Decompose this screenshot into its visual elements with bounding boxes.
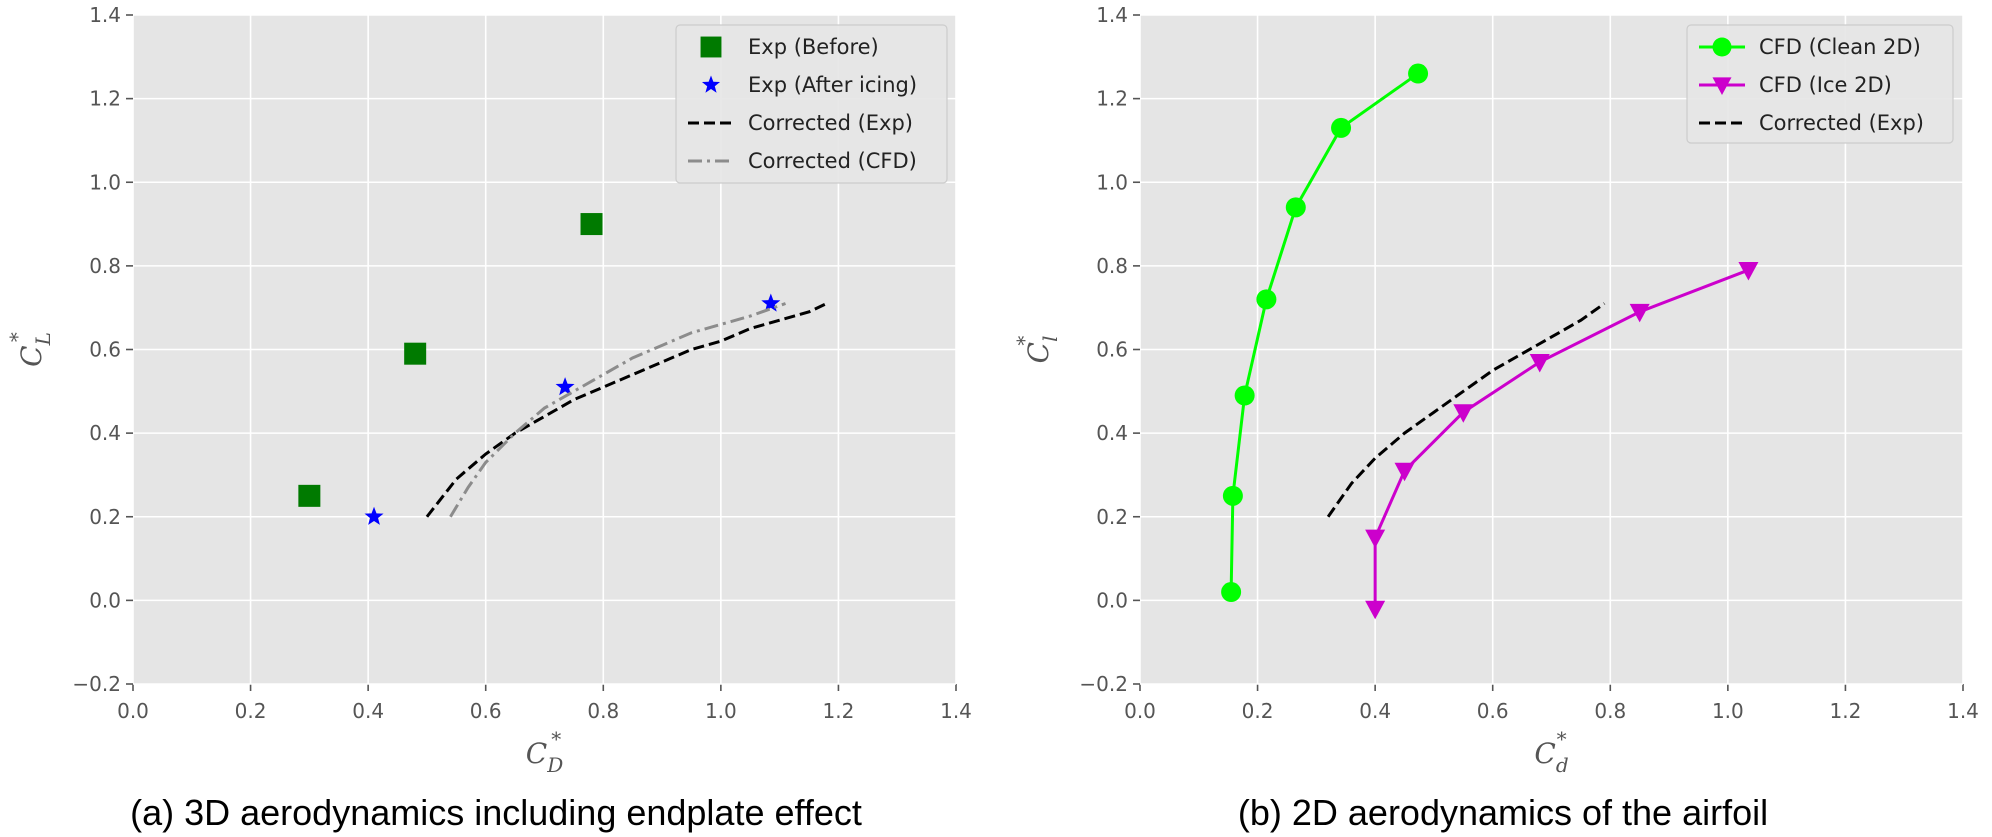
series-cfd-clean-2d-point [1331, 117, 1352, 138]
x-tick-label: 0.4 [1359, 699, 1391, 723]
y-tick-label: −0.2 [72, 672, 121, 696]
y-tick-label: 1.0 [89, 170, 121, 194]
x-tick-label: 0.0 [1124, 699, 1156, 723]
x-tick-label: 1.2 [1830, 699, 1862, 723]
x-tick-label: 1.0 [705, 699, 737, 723]
legend: Exp (Before) Exp (After icing) Corrected (… [675, 24, 948, 184]
series-cfd-ice-2d-point [1365, 600, 1386, 620]
y-axis-label-main: C [15, 345, 48, 366]
series-exp-before-point [404, 342, 427, 365]
y-axis-label-sub: l [1038, 336, 1062, 342]
x-axis-label-sup: * [1557, 727, 1567, 751]
series-cfd-clean-2d-point [1285, 197, 1306, 218]
x-tick-label: 1.2 [823, 699, 855, 723]
series-cfd-ice-2d-point [1394, 462, 1415, 482]
series-exp-before-point [580, 213, 603, 236]
x-tick-label: 0.8 [1594, 699, 1626, 723]
x-axis-label-sub: d [1556, 753, 1569, 777]
legend-marker [701, 75, 721, 93]
series-layer [298, 213, 828, 525]
series-cfd-clean-2d-point [1221, 582, 1242, 603]
y-tick-label: 0.8 [89, 254, 121, 278]
series-cfd-ice-2d-point [1529, 354, 1550, 373]
legend-label: Corrected (Exp) [1759, 111, 1924, 135]
y-tick-label: 0.6 [89, 338, 121, 362]
series-cfd-ice-2d-point [1629, 303, 1650, 323]
figure-caption: (a) 3D aerodynamics including endplate e… [130, 792, 862, 833]
chart-panel-a: 0.0 0.2 0.4 0.6 0.8 1.0 1.2 1.4 −0.2 0.0 0.2 0.4 0.6… [5, 3, 972, 833]
y-tick-label: 0.6 [1096, 338, 1128, 362]
x-tick-label: 0.6 [470, 699, 502, 723]
series-cfd-ice-2d-point [1365, 529, 1386, 549]
legend-label: Corrected (CFD) [748, 149, 917, 173]
y-axis-label-main: C [1022, 342, 1055, 363]
legend-frame [1686, 24, 1954, 144]
series-exp-after-icing-point [364, 506, 384, 525]
series-exp-after-icing-point [555, 377, 575, 396]
x-tick-label: 0.6 [1477, 699, 1509, 723]
y-tick-label: 1.4 [1096, 3, 1128, 27]
y-tick-label: 0.4 [89, 421, 121, 445]
legend-label: CFD (Clean 2D) [1759, 35, 1921, 59]
x-tick-label: 1.4 [1947, 699, 1979, 723]
series-exp-after-icing-point [761, 293, 781, 312]
x-axis-label-sup: * [551, 727, 561, 751]
y-tick-label: 0.8 [1096, 254, 1128, 278]
chart-panel-b: 0.0 0.2 0.4 0.6 0.8 1.0 1.2 1.4 −0.2 0.0 0.2 0.4 0.6… [1012, 3, 1979, 833]
x-tick-label: 0.0 [117, 699, 149, 723]
y-tick-label: 0.2 [89, 505, 121, 529]
series-cfd-clean-2d-point [1234, 385, 1255, 406]
legend-frame [675, 24, 948, 184]
x-axis-label-sub: D [546, 753, 563, 777]
legend-marker [1712, 37, 1732, 57]
legend-label: Exp (Before) [748, 35, 879, 59]
x-tick-label: 1.0 [1712, 699, 1744, 723]
x-axis-label-main: C [526, 737, 547, 770]
legend: CFD (Clean 2D) CFD (Ice 2D) Corrected (Exp… [1686, 24, 1954, 144]
legend-label: CFD (Ice 2D) [1759, 73, 1892, 97]
legend-label: Exp (After icing) [748, 73, 917, 97]
x-axis-label: CD* [526, 727, 563, 777]
figure-caption: (b) 2D aerodynamics of the airfoil [1238, 792, 1768, 833]
x-tick-label: 0.2 [235, 699, 267, 723]
x-tick-label: 0.2 [1242, 699, 1274, 723]
y-tick-label: −0.2 [1079, 672, 1128, 696]
series-cfd-ice-2d-point [1453, 404, 1474, 423]
y-axis-label: CL* [5, 332, 55, 367]
y-tick-label: 0.2 [1096, 505, 1128, 529]
series-cfd-ice-2d-point [1738, 262, 1759, 281]
y-tick-label: 0.4 [1096, 421, 1128, 445]
x-axis-label-main: C [1534, 737, 1555, 770]
y-axis-label: Cl* [1012, 336, 1062, 364]
y-tick-label: 1.2 [89, 87, 121, 111]
y-tick-label: 1.4 [89, 3, 121, 27]
series-cfd-clean-2d-point [1408, 63, 1429, 84]
series-exp-before-point [298, 484, 321, 507]
x-axis-label: Cd* [1534, 727, 1568, 777]
legend-marker [700, 36, 722, 58]
legend-marker [1712, 77, 1732, 95]
y-tick-label: 1.2 [1096, 87, 1128, 111]
legend-label: Corrected (Exp) [748, 111, 913, 135]
series-corrected-cfd-line [449, 302, 787, 518]
y-tick-label: 0.0 [89, 588, 121, 612]
x-tick-label: 1.4 [940, 699, 972, 723]
x-tick-label: 0.8 [587, 699, 619, 723]
y-tick-label: 0.0 [1096, 588, 1128, 612]
series-corrected-exp-line [425, 302, 828, 518]
y-axis-label-sub: L [31, 332, 55, 346]
series-layer [1221, 63, 1759, 620]
y-axis-label-sup: * [5, 332, 29, 342]
y-tick-label: 1.0 [1096, 170, 1128, 194]
series-cfd-clean-2d-point [1256, 289, 1277, 310]
y-axis-label-sup: * [1012, 336, 1036, 346]
x-tick-label: 0.4 [352, 699, 384, 723]
series-corrected-exp-line [1326, 302, 1606, 518]
series-cfd-clean-2d-point [1222, 485, 1243, 506]
